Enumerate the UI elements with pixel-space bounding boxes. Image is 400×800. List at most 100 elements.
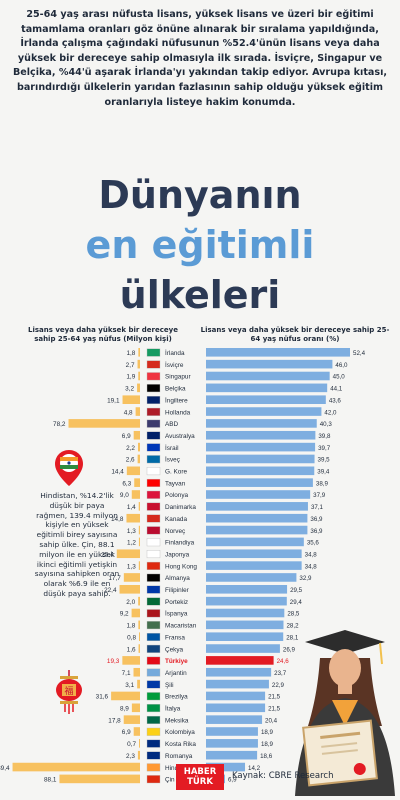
flag-icon xyxy=(146,407,161,416)
left-bar xyxy=(122,395,140,404)
right-bar xyxy=(206,573,297,582)
flag-icon xyxy=(146,668,161,677)
flag-icon xyxy=(146,455,161,464)
flag-icon xyxy=(146,585,161,594)
country-label: Portekiz xyxy=(165,599,188,606)
right-bar xyxy=(206,407,322,416)
right-value-label: 39,5 xyxy=(318,457,331,464)
left-value-label: 19,3 xyxy=(107,658,120,665)
country-label: Macaristan xyxy=(165,623,197,630)
haberturk-logo: HABER TÜRK xyxy=(176,764,224,790)
flag-icon xyxy=(146,704,161,713)
left-column-header: Lisans veya daha yüksek bir dereceye sah… xyxy=(28,326,178,343)
right-bar xyxy=(206,620,284,630)
india-china-note: Hindistan, %14.2'lik düşük bir paya rağm… xyxy=(34,491,120,598)
logo-line-1: HABER xyxy=(183,767,217,777)
left-value-label: 31,6 xyxy=(96,694,109,701)
country-label: Şili xyxy=(165,682,174,689)
country-label: ABD xyxy=(165,421,179,428)
left-value-label: 7,1 xyxy=(122,670,131,677)
left-bar xyxy=(119,585,140,594)
country-label: Brezilya xyxy=(165,694,188,701)
left-value-label: 1,8 xyxy=(126,350,135,357)
left-value-label: 2,2 xyxy=(126,445,135,452)
right-bar xyxy=(206,561,302,570)
left-bar xyxy=(139,739,140,748)
flag-icon xyxy=(146,360,161,369)
country-label: Kolombiya xyxy=(165,729,195,736)
left-value-label: 0,8 xyxy=(127,634,136,641)
flag-icon xyxy=(146,431,161,440)
left-bar xyxy=(138,525,140,535)
left-value-label: 6,9 xyxy=(122,433,131,440)
left-bar xyxy=(123,573,140,582)
flag-icon xyxy=(146,502,161,511)
right-value-label: 35,6 xyxy=(307,540,320,547)
flag-icon xyxy=(146,467,161,476)
country-label: İsveç xyxy=(165,455,181,464)
right-bar xyxy=(206,383,328,393)
india-pin-icon xyxy=(55,450,83,486)
right-bar xyxy=(206,608,285,618)
right-value-label: 21,5 xyxy=(268,694,281,701)
left-value-label: 1,8 xyxy=(126,623,135,630)
left-bar xyxy=(138,596,140,606)
left-value-label: 25,4 xyxy=(101,551,114,558)
country-label: Belçika xyxy=(165,386,186,393)
right-bar xyxy=(206,537,304,547)
country-label: İsrail xyxy=(165,443,179,452)
country-label: İspanya xyxy=(165,609,188,618)
right-bar xyxy=(206,454,315,464)
right-value-label: 32,9 xyxy=(299,575,312,582)
right-column-header: Lisans veya daha yüksek bir dereceye sah… xyxy=(200,326,390,343)
right-bar xyxy=(206,585,288,594)
left-value-label: 1,2 xyxy=(127,540,136,547)
right-value-label: 38,9 xyxy=(316,480,329,487)
flag-icon xyxy=(146,478,161,487)
right-value-label: 45,0 xyxy=(333,374,346,381)
right-value-label: 18,9 xyxy=(261,729,274,736)
country-label: Filipinler xyxy=(165,587,190,594)
flag-icon xyxy=(146,692,161,701)
flag-icon xyxy=(146,443,161,452)
left-bar xyxy=(126,513,140,523)
logo-line-2: TÜRK xyxy=(187,777,213,787)
country-label: Meksika xyxy=(165,717,189,724)
right-value-label: 26,9 xyxy=(283,646,296,653)
right-bar xyxy=(206,739,258,748)
left-value-label: 2,6 xyxy=(126,457,135,464)
left-value-label: 8,9 xyxy=(120,706,129,713)
left-bar xyxy=(138,620,140,630)
right-bar xyxy=(206,750,258,760)
flag-icon xyxy=(146,609,161,618)
title-line-1: Dünyanın xyxy=(98,173,302,217)
left-bar xyxy=(137,442,140,452)
left-bar xyxy=(134,478,140,487)
country-label: Almanya xyxy=(165,575,190,582)
right-value-label: 24,6 xyxy=(277,658,290,665)
left-bar xyxy=(137,750,140,760)
left-bar xyxy=(126,466,140,476)
page-title: Dünyanın en eğitimli ülkeleri xyxy=(0,170,400,320)
left-value-label: 1,9 xyxy=(126,374,135,381)
left-bar xyxy=(131,608,140,618)
right-bar xyxy=(206,513,308,523)
country-label: Hollanda xyxy=(165,409,191,416)
right-bar xyxy=(206,727,258,736)
country-label: Arjantin xyxy=(165,670,187,677)
flag-icon xyxy=(146,372,161,381)
flag-icon xyxy=(146,514,161,523)
title-line-3: ülkeleri xyxy=(119,273,281,317)
left-bar xyxy=(135,407,140,416)
right-bar xyxy=(206,419,317,428)
right-value-label: 22,9 xyxy=(272,682,285,689)
left-value-label: 9,2 xyxy=(120,611,129,618)
left-bar xyxy=(111,691,140,701)
country-label: Japonya xyxy=(165,551,190,558)
left-value-label: 22,4 xyxy=(104,587,117,594)
left-value-label: 2,7 xyxy=(126,362,135,369)
flag-icon xyxy=(146,490,161,499)
flag-icon xyxy=(146,384,161,393)
left-value-label: 17,7 xyxy=(108,575,121,582)
